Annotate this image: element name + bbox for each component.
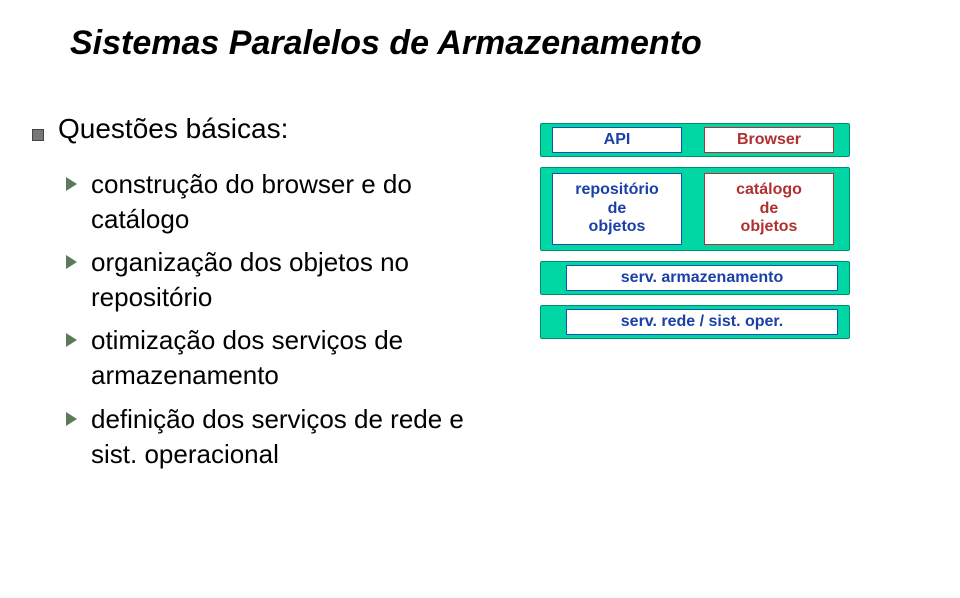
content-row: Questões básicas: construção do browser … bbox=[0, 63, 960, 480]
square-bullet-icon bbox=[32, 129, 44, 141]
sub-bullet: construção do browser e do catálogo bbox=[66, 167, 506, 237]
architecture-diagram: API Browser repositóriodeobjetos catálogode… bbox=[506, 113, 906, 413]
triangle-bullet-icon bbox=[66, 333, 77, 347]
sub-bullet-list: construção do browser e do catálogo orga… bbox=[66, 167, 506, 472]
sub-bullet: definição dos serviços de rede e sist. o… bbox=[66, 402, 506, 472]
browser-cell: Browser bbox=[704, 127, 834, 153]
browser-cell-label: Browser bbox=[737, 131, 801, 149]
catalog-cell: catálogodeobjetos bbox=[704, 173, 834, 245]
sub-bullet: organização dos objetos no repositório bbox=[66, 245, 506, 315]
repo-cell: repositóriodeobjetos bbox=[552, 173, 682, 245]
storage-cell-label: serv. armazenamento bbox=[621, 269, 783, 287]
network-cell-label: serv. rede / sist. oper. bbox=[621, 313, 783, 331]
sub-bullet: otimização dos serviços de armazenamento bbox=[66, 323, 506, 393]
sub-bullet-text: construção do browser e do catálogo bbox=[91, 167, 506, 237]
network-cell: serv. rede / sist. oper. bbox=[566, 309, 838, 335]
sub-bullet-text: organização dos objetos no repositório bbox=[91, 245, 506, 315]
page-title: Sistemas Paralelos de Armazenamento bbox=[0, 0, 960, 63]
triangle-bullet-icon bbox=[66, 255, 77, 269]
api-cell-label: API bbox=[604, 131, 631, 149]
repo-cell-label: repositóriodeobjetos bbox=[575, 181, 659, 236]
catalog-cell-label: catálogodeobjetos bbox=[736, 181, 802, 236]
top-bullet-text: Questões básicas: bbox=[58, 113, 288, 145]
sub-bullet-text: otimização dos serviços de armazenamento bbox=[91, 323, 506, 393]
api-cell: API bbox=[552, 127, 682, 153]
storage-cell: serv. armazenamento bbox=[566, 265, 838, 291]
bullet-column: Questões básicas: construção do browser … bbox=[26, 113, 506, 480]
sub-bullet-text: definição dos serviços de rede e sist. o… bbox=[91, 402, 506, 472]
triangle-bullet-icon bbox=[66, 412, 77, 426]
top-bullet: Questões básicas: bbox=[32, 113, 506, 145]
triangle-bullet-icon bbox=[66, 177, 77, 191]
